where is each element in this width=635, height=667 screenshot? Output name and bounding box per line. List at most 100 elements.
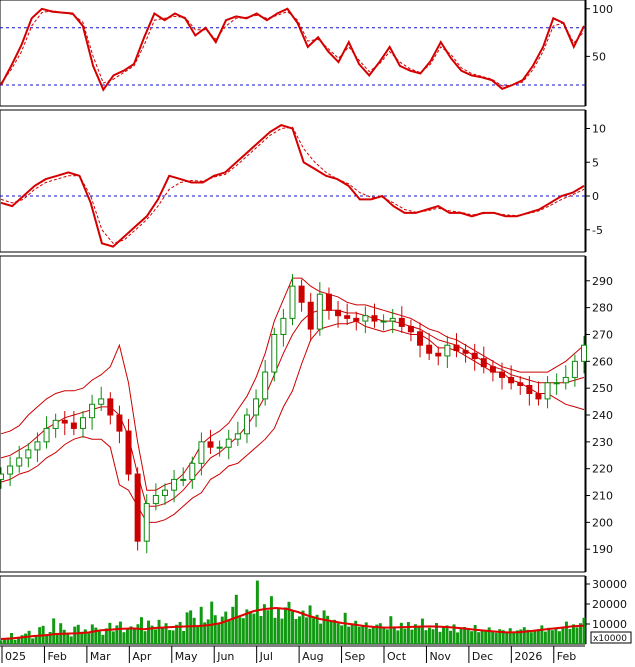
bollinger-middle-line <box>0 309 585 507</box>
volume-unit-label: x10000 <box>593 634 627 644</box>
y-tick-label: 100 <box>592 3 613 16</box>
volume-bar <box>319 623 323 644</box>
volume-bar <box>463 627 467 644</box>
candle-body <box>134 473 141 542</box>
volume-bar <box>150 625 154 644</box>
volume-bar <box>494 632 498 644</box>
volume-bar <box>368 628 372 644</box>
candle-body <box>180 478 187 481</box>
y-tick-label: 200 <box>592 516 613 529</box>
volume-bar <box>291 611 294 644</box>
x-tick-label: 2026 <box>514 650 542 663</box>
panel-frame <box>0 0 586 107</box>
volume-bar <box>164 623 168 644</box>
volume-bar <box>477 632 481 644</box>
volume-bar <box>568 629 572 644</box>
y-tick-label: 50 <box>592 50 606 63</box>
volume-bar <box>6 637 10 644</box>
volume-bar <box>343 612 347 644</box>
volume-bar <box>354 620 358 644</box>
candle-body <box>216 446 223 449</box>
volume-bar <box>512 631 516 644</box>
y-tick-label: 0 <box>592 190 599 203</box>
candle-body <box>34 441 41 451</box>
x-tick-label: Jul <box>259 650 273 663</box>
candle-body <box>453 344 460 352</box>
candle-body <box>508 376 515 384</box>
candle-body <box>143 503 150 542</box>
candle-body <box>535 393 542 400</box>
y-tick-label: 290 <box>592 275 613 288</box>
candle-body <box>43 427 50 443</box>
volume-bar <box>536 629 540 644</box>
volume-bar <box>333 619 337 644</box>
volume-bar <box>48 632 52 644</box>
volume-bar <box>171 630 175 644</box>
y-tick-label: 10 <box>592 123 606 136</box>
volume-bar <box>143 631 147 644</box>
candle-body <box>116 414 123 432</box>
volume-bar <box>364 622 368 644</box>
candle-body <box>371 315 378 322</box>
candle-body <box>307 301 314 330</box>
volume-bar <box>579 623 582 644</box>
volume-bar <box>322 610 326 644</box>
candle-body <box>462 350 469 354</box>
volume-bar <box>427 627 431 644</box>
volume-bar <box>234 594 238 644</box>
volume-bar <box>262 604 266 644</box>
x-tick-label: Apr <box>132 650 152 663</box>
volume-bar <box>575 627 579 644</box>
candles-group <box>0 274 587 554</box>
volume-bar <box>104 628 108 644</box>
volume-bar <box>357 626 361 644</box>
volume-bar <box>326 615 330 644</box>
volume-bar <box>392 626 396 644</box>
candle-body <box>207 441 214 448</box>
volume-bar <box>413 624 417 644</box>
volume-bar <box>31 638 35 644</box>
indicator-line <box>0 124 585 248</box>
volume-bar <box>445 625 449 644</box>
volume-bar <box>382 628 386 644</box>
volume-bar <box>456 632 460 644</box>
volume-bar <box>154 629 158 644</box>
x-tick-label: 025 <box>5 650 26 663</box>
volume-bar <box>557 631 561 644</box>
volume-bar <box>52 618 56 644</box>
candle-body <box>389 317 396 322</box>
candle-body <box>16 457 23 467</box>
candle-body <box>398 317 405 327</box>
volume-bar <box>220 616 224 644</box>
volume-bar <box>435 623 438 644</box>
volume-bar <box>168 630 172 644</box>
volume-bar <box>182 631 186 644</box>
volume-bar <box>526 629 530 644</box>
volume-bar <box>175 624 179 644</box>
volume-bar <box>3 639 6 644</box>
volume-bar <box>90 624 94 644</box>
candle-body <box>70 422 77 429</box>
volume-bar <box>111 631 115 644</box>
volume-bar <box>452 624 456 644</box>
candle-body <box>189 462 196 480</box>
candle-body <box>380 320 387 323</box>
volume-bar <box>287 601 291 644</box>
y-tick-label: -5 <box>592 224 603 237</box>
volume-bar <box>347 626 351 644</box>
volume-bar <box>259 616 263 644</box>
y-tick-label: 190 <box>592 543 613 556</box>
volume-bar <box>213 615 217 644</box>
volume-bar <box>410 629 414 644</box>
volume-bar <box>87 633 91 644</box>
volume-bar <box>227 620 231 644</box>
volume-bar <box>336 623 340 644</box>
volume-bar <box>73 626 77 644</box>
volume-bar <box>147 620 150 644</box>
volume-bar <box>203 622 207 644</box>
volume-bar <box>241 618 245 644</box>
volume-bar <box>385 629 389 644</box>
volume-bar <box>466 629 470 644</box>
volume-bar <box>231 606 235 644</box>
volume-bar <box>438 631 442 644</box>
